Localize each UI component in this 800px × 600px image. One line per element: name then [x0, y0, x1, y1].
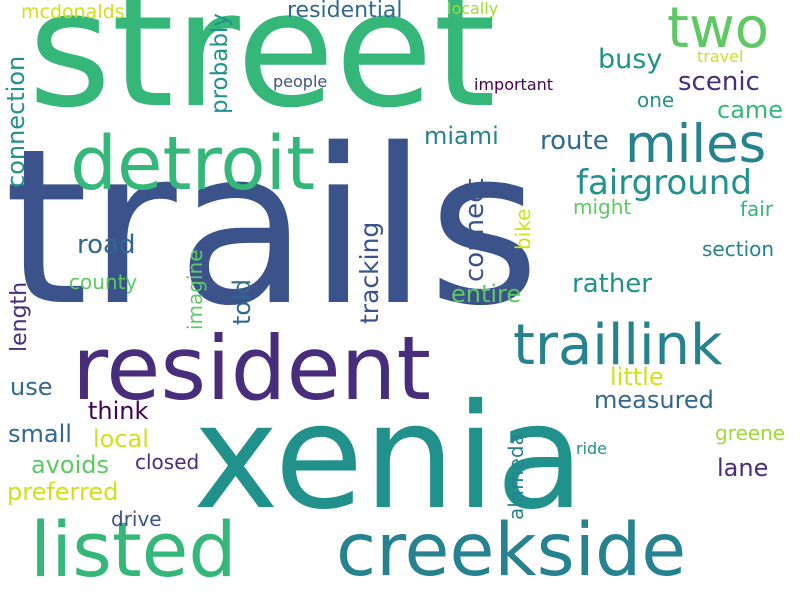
word-drive: drive — [111, 507, 162, 531]
word-locally: locally — [447, 0, 499, 18]
word-fairground: fairground — [576, 163, 752, 203]
word-small: small — [8, 420, 72, 448]
word-told: told — [228, 279, 256, 325]
word-residential: residential — [287, 0, 403, 23]
word-section: section — [702, 237, 775, 261]
word-alameda: alameda — [504, 433, 528, 520]
word-connection: connection — [2, 55, 30, 188]
word-busy: busy — [598, 44, 663, 75]
word-creekside: creekside — [336, 508, 687, 593]
word-road: road — [77, 230, 136, 260]
word-people: people — [273, 72, 328, 91]
word-county: county — [69, 270, 138, 294]
word-fair: fair — [740, 197, 774, 221]
word-length: length — [7, 281, 32, 352]
word-route: route — [540, 126, 609, 156]
word-detroit: detroit — [70, 121, 316, 207]
word-greene: greene — [715, 421, 786, 445]
word-connect: connect — [460, 178, 490, 282]
word-tracking: tracking — [355, 221, 384, 324]
word-important: important — [474, 75, 554, 94]
word-two: two — [667, 0, 770, 61]
word-traillink: traillink — [513, 313, 723, 378]
word-xenia: xenia — [193, 373, 585, 542]
word-one: one — [637, 88, 675, 112]
word-bike: bike — [511, 208, 535, 250]
word-imagine: imagine — [183, 249, 207, 330]
word-rather: rather — [572, 269, 652, 299]
word-trails: trails — [4, 102, 540, 353]
word-measured: measured — [594, 386, 714, 414]
word-ride: ride — [576, 439, 608, 458]
word-little: little — [610, 363, 664, 391]
word-resident: resident — [72, 317, 431, 420]
word-preferred: preferred — [7, 478, 119, 506]
word-local: local — [93, 425, 149, 453]
word-listed: listed — [30, 505, 237, 594]
word-miles: miles — [625, 114, 767, 175]
word-mcdonalds: mcdonalds — [21, 1, 125, 23]
word-street: street — [28, 0, 496, 143]
word-avoids: avoids — [31, 451, 109, 479]
word-travel: travel — [697, 47, 744, 66]
word-probably: probably — [207, 13, 233, 114]
word-miami: miami — [424, 122, 499, 150]
word-scenic: scenic — [678, 67, 760, 97]
word-lane: lane — [717, 454, 769, 482]
word-use: use — [10, 373, 53, 401]
word-entire: entire — [451, 280, 522, 308]
word-might: might — [573, 195, 632, 219]
word-closed: closed — [135, 450, 200, 474]
word-came: came — [717, 96, 784, 124]
word-think: think — [88, 397, 149, 425]
